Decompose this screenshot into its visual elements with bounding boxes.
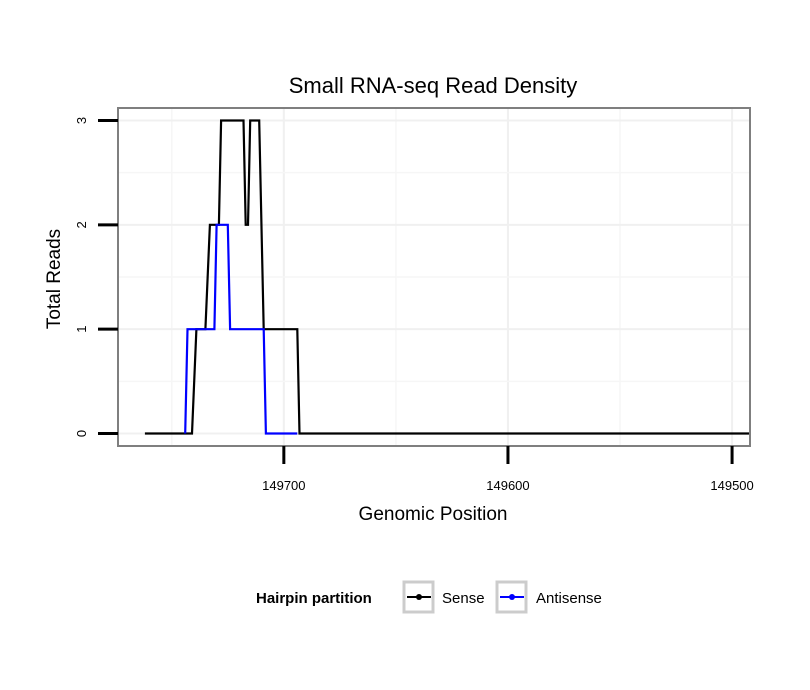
legend-item-antisense[interactable]: Antisense [495,580,602,614]
x-tick-label: 149700 [262,478,305,493]
plot-border [117,107,751,447]
y-tick-label: 2 [74,221,89,228]
series-layer [144,119,750,435]
axes: 149700 149600 149500 0 1 2 3 [74,117,754,493]
series-line-antisense [184,223,298,435]
y-tick-label: 3 [74,117,89,124]
legend-label-sense: Sense [442,590,485,607]
x-tick-label: 149500 [710,478,753,493]
y-axis-label: Total Reads [44,229,65,329]
legend: Hairpin partition Sense Antisense [256,580,602,614]
legend-key-box [402,580,435,614]
x-axis-label: Genomic Position [359,504,508,525]
chart-title: Small RNA-seq Read Density [289,73,578,98]
x-tick-label: 149600 [486,478,529,493]
legend-key-point [509,594,515,600]
legend-key-box [495,580,528,614]
legend-label-antisense: Antisense [536,590,602,607]
y-tick-label: 1 [74,326,89,333]
legend-title: Hairpin partition [256,590,372,607]
legend-item-sense[interactable]: Sense [402,580,485,614]
legend-key-point [416,594,422,600]
y-tick-label: 0 [74,430,89,437]
